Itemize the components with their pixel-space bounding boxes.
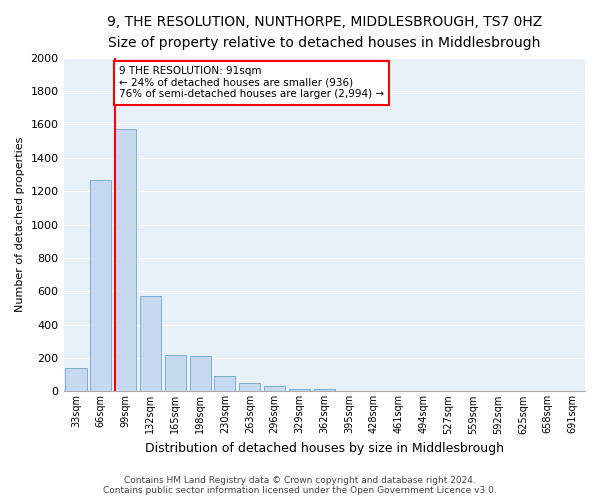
X-axis label: Distribution of detached houses by size in Middlesbrough: Distribution of detached houses by size … bbox=[145, 442, 504, 455]
Bar bbox=[239, 383, 260, 392]
Text: 9 THE RESOLUTION: 91sqm
← 24% of detached houses are smaller (936)
76% of semi-d: 9 THE RESOLUTION: 91sqm ← 24% of detache… bbox=[119, 66, 384, 100]
Bar bbox=[165, 354, 186, 392]
Y-axis label: Number of detached properties: Number of detached properties bbox=[15, 137, 25, 312]
Bar bbox=[115, 130, 136, 392]
Bar bbox=[140, 296, 161, 392]
Bar bbox=[289, 389, 310, 392]
Text: Contains HM Land Registry data © Crown copyright and database right 2024.
Contai: Contains HM Land Registry data © Crown c… bbox=[103, 476, 497, 495]
Bar bbox=[190, 356, 211, 392]
Title: 9, THE RESOLUTION, NUNTHORPE, MIDDLESBROUGH, TS7 0HZ
Size of property relative t: 9, THE RESOLUTION, NUNTHORPE, MIDDLESBRO… bbox=[107, 15, 542, 50]
Bar bbox=[65, 368, 86, 392]
Bar bbox=[314, 389, 335, 392]
Bar bbox=[90, 180, 112, 392]
Bar bbox=[264, 386, 285, 392]
Bar bbox=[214, 376, 235, 392]
